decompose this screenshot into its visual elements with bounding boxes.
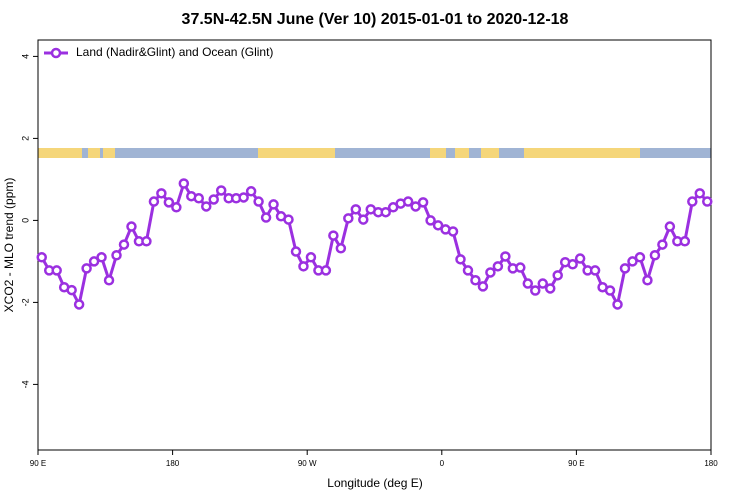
data-point — [447, 226, 459, 237]
data-point — [380, 206, 391, 218]
data-point — [649, 250, 661, 261]
data-point — [664, 221, 676, 232]
data-point — [544, 283, 556, 294]
data-point — [96, 252, 107, 263]
data-point — [268, 199, 279, 210]
data-point — [238, 192, 249, 203]
data-point — [305, 252, 317, 263]
data-point — [290, 246, 302, 257]
data-point — [642, 275, 653, 286]
data-point — [156, 188, 167, 199]
data-point — [552, 270, 563, 281]
data-point — [500, 251, 511, 262]
data-point — [148, 196, 160, 207]
data-point — [141, 236, 152, 247]
data-point — [679, 236, 691, 247]
data-point — [515, 262, 526, 273]
data-point — [163, 197, 175, 208]
y-axis-label: XCO2 - MLO trend (ppm) — [2, 178, 16, 313]
data-point — [604, 285, 616, 296]
x-axis-label: Longitude (deg E) — [327, 476, 422, 490]
data-point — [111, 250, 122, 261]
legend-marker — [50, 47, 62, 59]
map-strip — [38, 148, 711, 158]
data-point — [455, 254, 466, 265]
data-point — [410, 201, 421, 212]
x-tick-label: 180 — [166, 459, 180, 468]
data-point — [36, 252, 47, 263]
y-tick-label: -2 — [20, 298, 30, 306]
data-point — [417, 197, 429, 208]
data-point — [634, 252, 646, 263]
x-tick-label: 180 — [704, 459, 718, 468]
x-tick-label: 90 E — [30, 459, 46, 468]
data-point — [432, 220, 444, 231]
data-point — [245, 186, 257, 197]
data-point — [66, 284, 77, 296]
y-tick-label: 4 — [20, 54, 30, 59]
data-point — [358, 214, 369, 225]
x-tick-label: 0 — [440, 459, 445, 468]
data-point — [462, 265, 474, 276]
data-point — [118, 239, 130, 250]
y-tick-label: 2 — [20, 136, 30, 141]
data-point — [694, 188, 706, 199]
data-point — [492, 261, 504, 272]
plot-frame — [37, 39, 712, 451]
data-point — [425, 215, 436, 226]
x-tick-label: 90 W — [298, 459, 317, 468]
data-point — [81, 263, 92, 274]
data-point — [402, 196, 414, 207]
data-point — [619, 263, 631, 274]
data-point — [350, 204, 362, 215]
data-point — [51, 265, 62, 276]
data-point — [103, 275, 115, 286]
data-point — [335, 243, 347, 254]
y-tick-label: -4 — [20, 380, 30, 388]
data-point — [193, 193, 205, 204]
data-point — [201, 201, 212, 212]
data-point — [485, 267, 496, 278]
data-point — [477, 281, 489, 292]
data-point — [522, 278, 534, 289]
data-point — [88, 256, 100, 267]
data-point — [589, 265, 601, 276]
data-point — [328, 230, 339, 241]
data-point — [657, 239, 668, 250]
legend: Land (Nadir&Glint) and Ocean (Glint) — [44, 45, 273, 59]
legend-label: Land (Nadir&Glint) and Ocean (Glint) — [76, 45, 273, 59]
x-tick-label: 90 E — [568, 459, 584, 468]
data-point — [283, 214, 294, 225]
data-point — [171, 202, 182, 213]
data-point — [343, 213, 354, 224]
data-point — [178, 178, 190, 189]
data-point — [215, 185, 227, 196]
data-point — [126, 221, 137, 232]
data-point — [702, 196, 713, 207]
data-point — [320, 265, 332, 276]
data-point — [687, 196, 698, 207]
data-point — [253, 196, 264, 207]
data-point — [208, 194, 219, 205]
data-point — [530, 285, 541, 296]
data-point — [298, 261, 309, 272]
data-point — [537, 278, 548, 289]
data-point — [470, 275, 481, 286]
data-point — [567, 259, 578, 270]
data-point — [627, 256, 638, 267]
y-tick-label: 0 — [20, 218, 30, 223]
chart-title: 37.5N-42.5N June (Ver 10) 2015-01-01 to … — [182, 11, 569, 28]
data-point — [73, 299, 85, 310]
data-point — [574, 253, 586, 264]
data-point — [260, 212, 272, 223]
data-point — [612, 299, 623, 310]
